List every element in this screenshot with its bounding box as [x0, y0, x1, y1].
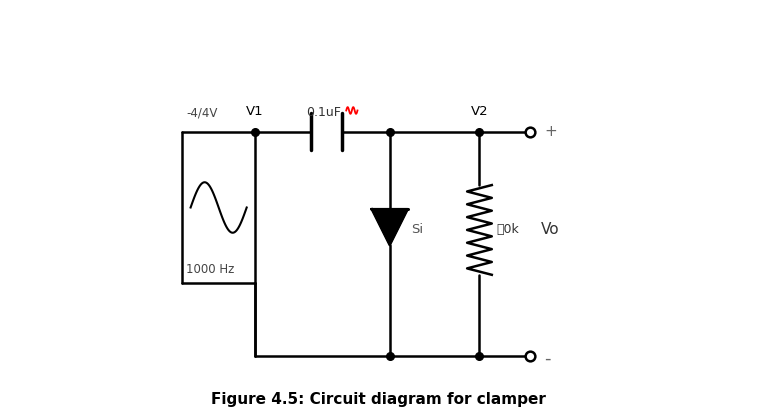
Polygon shape: [372, 209, 408, 245]
Text: -4/4V: -4/4V: [187, 106, 218, 120]
Text: 0.1uF: 0.1uF: [307, 106, 341, 120]
Text: 㸐0k: 㸐0k: [497, 223, 519, 237]
Text: V1: V1: [246, 105, 264, 118]
Text: Figure 4.5: Circuit diagram for clamper: Figure 4.5: Circuit diagram for clamper: [211, 392, 546, 407]
Text: 1000 Hz: 1000 Hz: [185, 264, 234, 276]
Text: Vo: Vo: [541, 222, 559, 237]
Text: +: +: [544, 124, 556, 139]
Text: V2: V2: [471, 105, 488, 118]
Text: Si: Si: [411, 223, 423, 237]
Text: -: -: [544, 350, 550, 368]
